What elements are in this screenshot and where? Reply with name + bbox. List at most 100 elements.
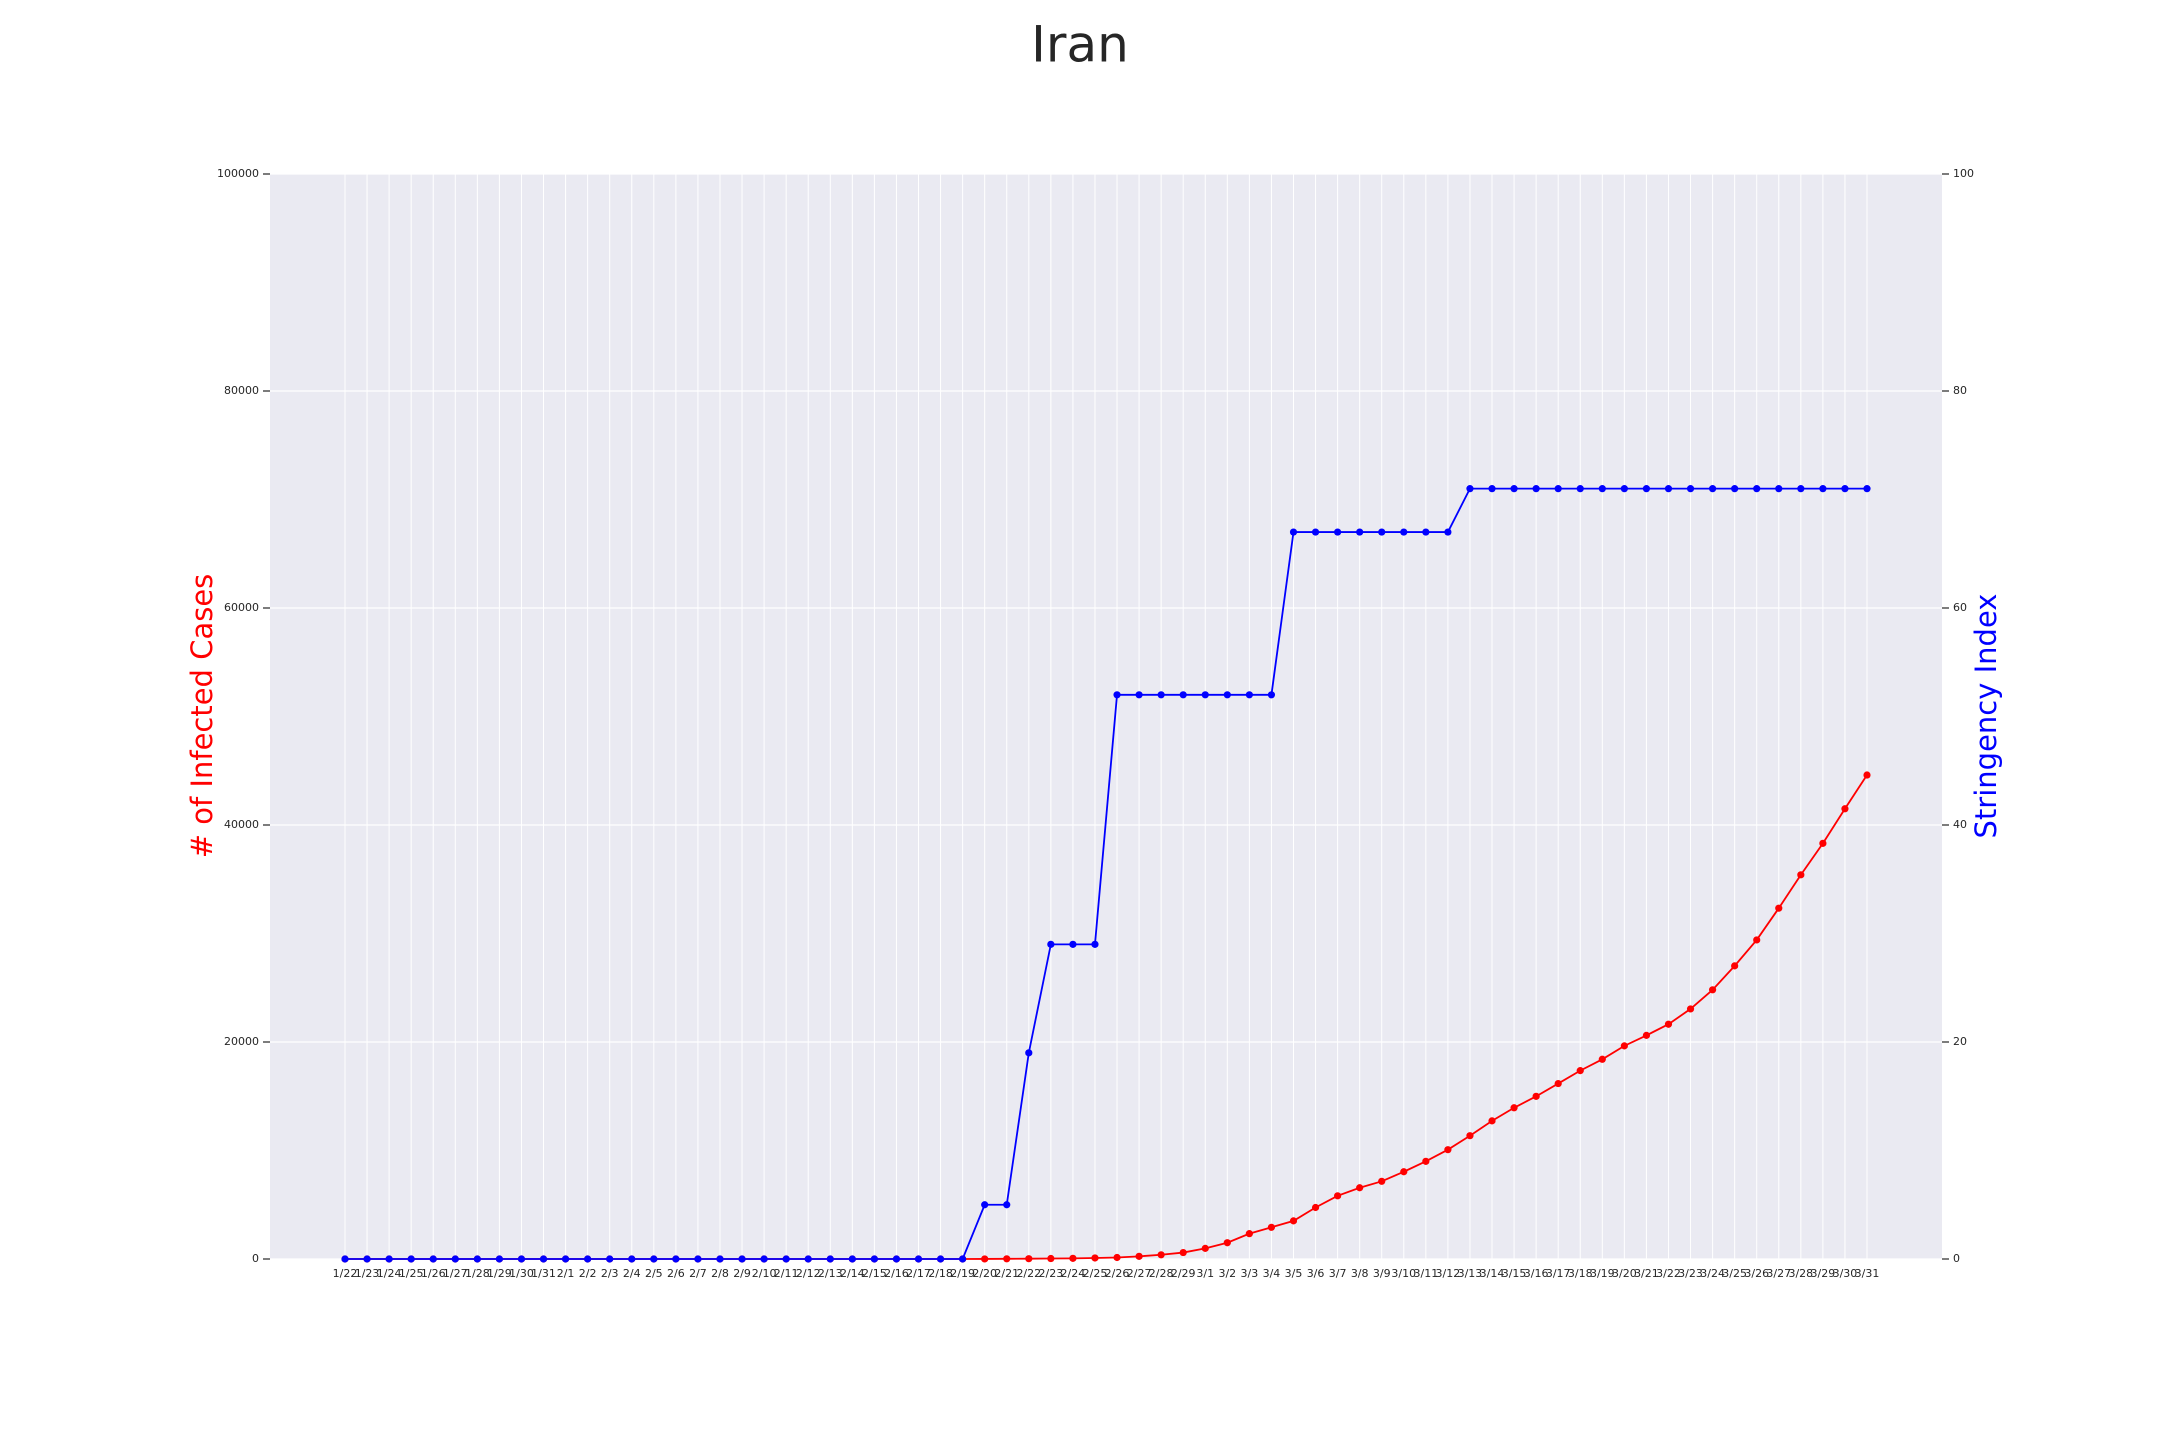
data-point — [1775, 904, 1783, 912]
x-tick-label: 3/24 — [1700, 1267, 1725, 1280]
x-tick-label: 3/30 — [1833, 1267, 1858, 1280]
x-tick-label: 1/23 — [355, 1267, 380, 1280]
data-point — [1554, 485, 1562, 493]
x-tick-label: 2/18 — [928, 1267, 953, 1280]
data-point — [451, 1255, 459, 1263]
data-point — [892, 1255, 901, 1263]
x-tick-label: 3/16 — [1524, 1267, 1549, 1280]
x-tick-label: 3/26 — [1744, 1267, 1769, 1280]
data-point — [1201, 1244, 1209, 1252]
data-point — [1841, 485, 1849, 493]
data-point — [1532, 485, 1540, 493]
data-point — [1819, 839, 1827, 847]
data-point — [1003, 1255, 1011, 1263]
x-tick-label: 3/15 — [1502, 1267, 1527, 1280]
x-tick-label: 2/10 — [752, 1267, 777, 1280]
x-tick-label: 1/31 — [531, 1267, 556, 1280]
data-point — [429, 1255, 437, 1263]
x-tick-label: 2/5 — [645, 1267, 663, 1280]
x-tick-label: 3/6 — [1307, 1267, 1325, 1280]
y-tick-label: 40000 — [224, 818, 259, 831]
data-point — [760, 1255, 768, 1263]
x-tick-label: 3/5 — [1285, 1267, 1303, 1280]
y-tick-label: 100000 — [217, 167, 259, 180]
data-point — [539, 1255, 548, 1263]
data-point — [1444, 528, 1452, 536]
x-tick-label: 3/3 — [1241, 1267, 1259, 1280]
data-point — [1753, 936, 1761, 944]
x-tick-label: 3/29 — [1811, 1267, 1836, 1280]
data-point — [1400, 1168, 1408, 1176]
x-tick-label: 3/9 — [1373, 1267, 1391, 1280]
x-tick-label: 2/11 — [774, 1267, 799, 1280]
data-point — [1598, 1055, 1606, 1063]
data-point — [959, 1255, 967, 1263]
data-point — [1664, 485, 1673, 493]
x-tick-label: 3/7 — [1329, 1267, 1347, 1280]
data-point — [1157, 1251, 1165, 1259]
data-point — [606, 1255, 614, 1263]
x-tick-label: 2/14 — [840, 1267, 865, 1280]
y2-tick-label: 40 — [1953, 818, 1967, 831]
x-tick-label: 3/12 — [1436, 1267, 1461, 1280]
data-point — [1135, 1252, 1143, 1260]
x-tick-label: 3/13 — [1458, 1267, 1483, 1280]
data-point — [628, 1255, 636, 1263]
x-tick-label: 2/12 — [796, 1267, 821, 1280]
x-tick-label: 2/22 — [1016, 1267, 1041, 1280]
data-point — [804, 1255, 812, 1263]
x-tick-label: 3/14 — [1480, 1267, 1505, 1280]
data-point — [584, 1255, 592, 1263]
x-tick-label: 3/20 — [1612, 1267, 1637, 1280]
y-tick-label: 0 — [252, 1252, 259, 1265]
x-tick-label: 2/21 — [994, 1267, 1019, 1280]
y-tick-label: 20000 — [224, 1035, 259, 1048]
data-point — [1775, 485, 1783, 493]
x-tick-label: 1/29 — [487, 1267, 512, 1280]
data-point — [1069, 940, 1077, 948]
y2-tick-label: 0 — [1953, 1252, 1960, 1265]
data-point — [385, 1255, 393, 1263]
data-point — [782, 1255, 790, 1263]
data-point — [1179, 691, 1187, 699]
x-tick-label: 2/20 — [972, 1267, 997, 1280]
data-point — [1113, 691, 1121, 699]
x-tick-label: 3/25 — [1722, 1267, 1747, 1280]
x-tick-label: 2/6 — [667, 1267, 685, 1280]
data-point — [1311, 528, 1320, 536]
data-point — [1289, 1217, 1298, 1225]
data-point — [1708, 485, 1717, 493]
x-tick-label: 2/28 — [1149, 1267, 1174, 1280]
x-tick-label: 2/26 — [1105, 1267, 1130, 1280]
x-tick-label: 2/17 — [906, 1267, 931, 1280]
x-tick-label: 2/25 — [1083, 1267, 1108, 1280]
x-tick-label: 3/21 — [1634, 1267, 1659, 1280]
plot-area — [270, 174, 1942, 1259]
data-point — [1245, 691, 1253, 699]
data-point — [1863, 485, 1871, 493]
data-point — [694, 1255, 702, 1263]
x-tick-label: 3/2 — [1218, 1267, 1236, 1280]
y-axis-label: # of Infected Cases — [185, 574, 219, 859]
data-point — [1113, 1253, 1121, 1262]
data-point — [981, 1201, 989, 1209]
x-tick-label: 3/27 — [1766, 1267, 1791, 1280]
data-point — [363, 1255, 371, 1263]
y-tick-label: 80000 — [224, 384, 259, 397]
data-point — [1356, 528, 1364, 536]
x-tick-label: 3/4 — [1263, 1267, 1281, 1280]
data-point — [341, 1255, 349, 1263]
x-tick-label: 2/16 — [884, 1267, 909, 1280]
data-point — [1400, 528, 1408, 536]
x-tick-label: 3/8 — [1351, 1267, 1369, 1280]
data-point — [517, 1255, 526, 1263]
x-tick-label: 3/28 — [1788, 1267, 1813, 1280]
data-point — [1245, 1230, 1253, 1238]
x-tick-label: 2/13 — [818, 1267, 843, 1280]
x-tick-label: 1/26 — [421, 1267, 446, 1280]
x-tick-label: 3/10 — [1391, 1267, 1416, 1280]
data-point — [1069, 1254, 1077, 1262]
x-tick-label: 3/1 — [1196, 1267, 1214, 1280]
y2-tick-label: 80 — [1953, 384, 1967, 397]
x-tick-label: 2/29 — [1171, 1267, 1196, 1280]
